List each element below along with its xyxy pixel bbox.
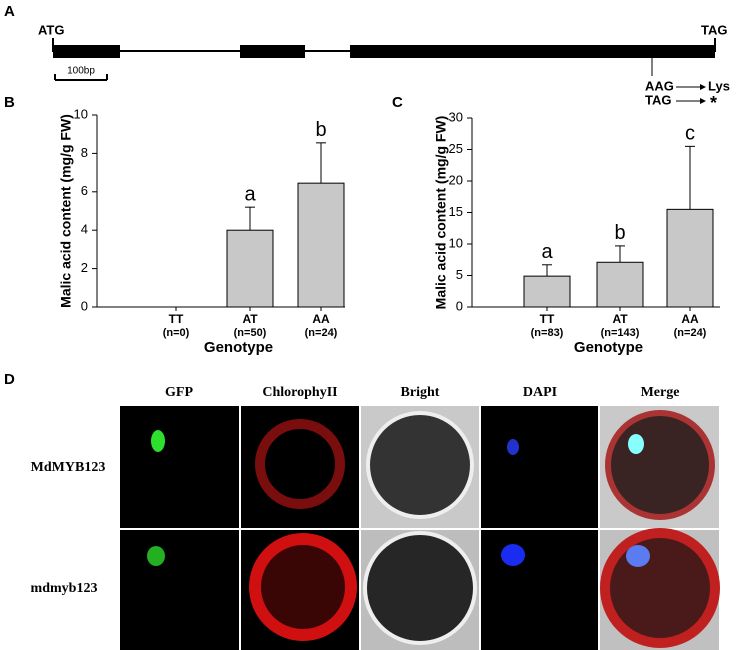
x-tick-label: AT <box>242 312 258 326</box>
panel-label: A <box>4 3 15 20</box>
column-label: Merge <box>641 385 680 400</box>
y-tick-label: 15 <box>449 204 463 219</box>
panel-label: C <box>392 94 403 111</box>
row-label: mdmyb123 <box>31 581 98 596</box>
x-tick-sublabel: (n=143) <box>601 327 640 339</box>
bar <box>297 182 345 308</box>
image <box>481 530 598 650</box>
y-tick-label: 2 <box>81 260 88 275</box>
codon: TAG <box>645 92 671 107</box>
y-axis-label: Malic acid content (mg/g FW) <box>58 114 74 308</box>
arrow <box>700 84 706 90</box>
stop-codon: TAG <box>701 22 727 37</box>
x-tick-sublabel: (n=0) <box>163 327 190 339</box>
image-signal <box>501 544 525 566</box>
exon <box>240 45 305 58</box>
y-tick-label: 30 <box>449 109 463 124</box>
panel-label: D <box>4 371 15 388</box>
panel-label: B <box>4 94 15 111</box>
x-tick-sublabel: (n=50) <box>234 327 267 339</box>
y-tick-label: 0 <box>456 298 463 313</box>
significance-label: c <box>685 123 695 145</box>
bar <box>523 275 571 308</box>
image-signal <box>255 419 345 509</box>
x-tick-label: AT <box>612 312 628 326</box>
x-axis-label: Genotype <box>204 339 273 356</box>
bar <box>226 229 274 308</box>
x-tick-label: AA <box>312 312 330 326</box>
effect: * <box>710 93 717 113</box>
image-signal <box>249 533 357 641</box>
effect: Lys <box>708 78 730 93</box>
significance-label: a <box>244 183 256 205</box>
bar <box>596 261 644 308</box>
column-label: Bright <box>401 385 440 400</box>
y-tick-label: 8 <box>81 145 88 160</box>
y-tick-label: 4 <box>81 222 88 237</box>
image-signal <box>363 531 477 645</box>
x-tick-label: TT <box>540 312 555 326</box>
image-signal <box>605 410 715 520</box>
exon <box>350 45 715 58</box>
significance-label: b <box>614 222 625 244</box>
scale-label: 100bp <box>67 66 95 77</box>
y-tick-label: 5 <box>456 267 463 282</box>
image-signal <box>147 546 165 566</box>
image <box>120 530 239 650</box>
x-tick-sublabel: (n=83) <box>531 327 564 339</box>
y-tick-label: 6 <box>81 183 88 198</box>
bar <box>666 208 714 308</box>
significance-label: a <box>541 241 553 263</box>
x-tick-label: AA <box>681 312 699 326</box>
arrow <box>700 98 706 104</box>
image <box>120 406 239 528</box>
gene-structure <box>52 38 716 104</box>
image <box>481 406 598 528</box>
column-label: GFP <box>165 385 193 400</box>
x-tick-sublabel: (n=24) <box>305 327 338 339</box>
y-axis-label: Malic acid content (mg/g FW) <box>433 116 449 310</box>
image-signal <box>626 545 650 567</box>
image-signal <box>600 528 720 648</box>
image-signal <box>366 411 474 519</box>
start-codon: ATG <box>38 22 64 37</box>
y-tick-label: 25 <box>449 141 463 156</box>
image-signal <box>628 434 644 454</box>
image-signal <box>507 439 519 455</box>
x-axis-label: Genotype <box>574 339 643 356</box>
y-tick-label: 10 <box>449 235 463 250</box>
column-label: ChlorophyII <box>262 385 337 400</box>
x-tick-sublabel: (n=24) <box>674 327 707 339</box>
column-label: DAPI <box>523 385 557 400</box>
significance-label: b <box>315 119 326 141</box>
row-label: MdMYB123 <box>31 460 106 475</box>
micrographs <box>120 406 720 650</box>
y-tick-label: 20 <box>449 172 463 187</box>
y-tick-label: 10 <box>74 106 88 121</box>
y-tick-label: 0 <box>81 298 88 313</box>
image-signal <box>151 430 165 452</box>
codon: AAG <box>645 78 674 93</box>
x-tick-label: TT <box>169 312 184 326</box>
exon <box>53 45 120 58</box>
